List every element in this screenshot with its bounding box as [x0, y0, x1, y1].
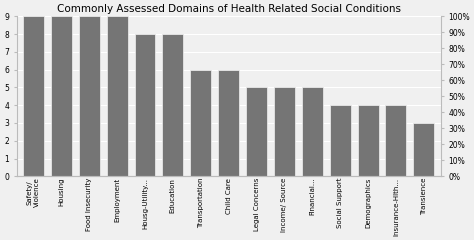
- Bar: [330, 105, 351, 176]
- Bar: [385, 105, 406, 176]
- Bar: [135, 34, 155, 176]
- Bar: [413, 123, 434, 176]
- Bar: [190, 70, 211, 176]
- Title: Commonly Assessed Domains of Health Related Social Conditions: Commonly Assessed Domains of Health Rela…: [56, 4, 401, 14]
- Bar: [51, 16, 72, 176]
- Bar: [23, 16, 44, 176]
- Bar: [218, 70, 239, 176]
- Bar: [246, 87, 267, 176]
- Bar: [274, 87, 295, 176]
- Bar: [302, 87, 323, 176]
- Bar: [107, 16, 128, 176]
- Bar: [79, 16, 100, 176]
- Bar: [163, 34, 183, 176]
- Bar: [357, 105, 379, 176]
